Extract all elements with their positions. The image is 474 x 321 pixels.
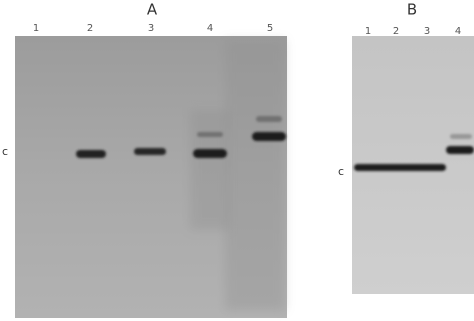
band: [256, 116, 282, 122]
panel-a: A 1 2 3 4 5 c: [2, 1, 287, 318]
lane-number: 4: [207, 23, 213, 34]
band-label: c: [338, 165, 344, 178]
smear: [225, 40, 285, 310]
band: [252, 132, 286, 141]
band: [450, 134, 472, 139]
lane-number: 3: [148, 23, 154, 34]
band: [134, 148, 166, 155]
lane-number: 4: [455, 26, 461, 37]
lane-number: 1: [33, 23, 39, 34]
band: [76, 150, 106, 158]
panel-label: B: [407, 1, 417, 19]
lane-number: 3: [424, 26, 430, 37]
smear: [190, 110, 230, 230]
band: [197, 132, 223, 137]
band: [446, 146, 474, 154]
lane-number: 5: [267, 23, 273, 34]
lane-number: 2: [87, 23, 93, 34]
band-label: c: [2, 145, 8, 158]
lane-number: 2: [393, 26, 399, 37]
lane-number: 1: [365, 26, 371, 37]
panel-label: A: [147, 1, 158, 19]
band: [193, 149, 227, 158]
panel-b: B 1 2 3 4 c: [338, 1, 474, 294]
band: [354, 164, 446, 171]
